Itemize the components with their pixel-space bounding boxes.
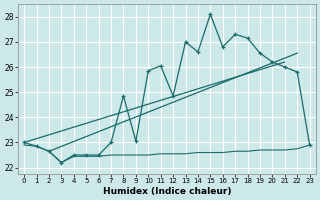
X-axis label: Humidex (Indice chaleur): Humidex (Indice chaleur) <box>103 187 231 196</box>
